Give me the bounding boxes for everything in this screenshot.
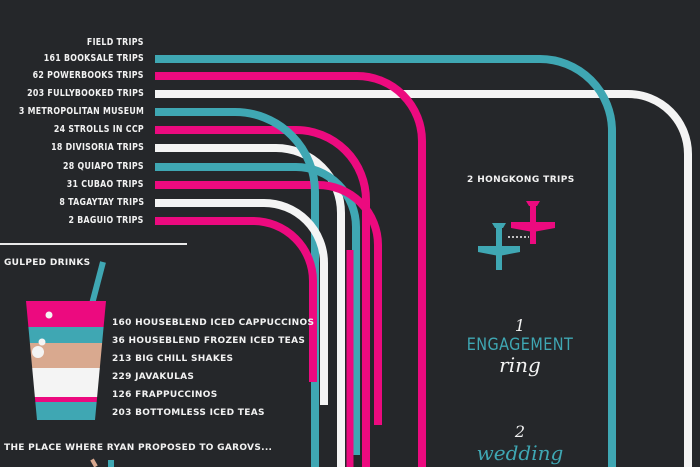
line-metro	[155, 108, 319, 467]
hongkong-label: 2 HONGKONG TRIPS	[467, 175, 575, 185]
engagement-title: ENGAGEMENT	[466, 335, 574, 355]
line-tagaytay	[155, 199, 328, 405]
line-cubao	[155, 181, 382, 425]
trip-label-divisoria: 18 DIVISORIA TRIPS	[50, 142, 144, 153]
drink-label-iced-teas: 203 BOTTOMLESS ICED TEAS	[112, 408, 265, 418]
drinks-heading: GULPED DRINKS	[4, 258, 91, 268]
wedding-title: wedding	[476, 441, 564, 465]
airplane-icon	[478, 201, 555, 270]
line-strolls	[155, 126, 370, 467]
drink-label-shakes: 213 BIG CHILL SHAKES	[112, 354, 234, 364]
engagement-number: 1	[514, 316, 526, 335]
trip-label-powerbooks: 62 POWERBOOKS TRIPS	[32, 70, 144, 81]
line-divisoria	[155, 144, 345, 467]
wedding-number: 2	[514, 422, 526, 441]
line-fullybooked	[155, 90, 692, 467]
line-powerbooks	[155, 72, 426, 467]
trip-label-booksale: 161 BOOKSALE TRIPS	[43, 53, 144, 64]
drink-label-frozen-teas: 36 HOUSEBLEND FROZEN ICED TEAS	[112, 336, 306, 346]
trip-label-fullybooked: 203 FULLYBOOKED TRIPS	[27, 88, 144, 99]
engagement-block: 1 ENGAGEMENT ring	[455, 316, 585, 377]
trip-label-ccp: 24 STROLLS IN CCP	[53, 124, 144, 135]
proposal-figure-icon-2	[108, 460, 114, 467]
trips-heading: FIELD TRIPS	[87, 37, 144, 48]
drink-label-javakulas: 229 JAVAKULAS	[112, 372, 195, 382]
line-booksale	[155, 55, 616, 467]
trip-label-quiapo: 28 QUIAPO TRIPS	[63, 161, 144, 172]
trip-label-tagaytay: 8 TAGAYTAY TRIPS	[59, 197, 144, 208]
trip-label-baguio: 2 BAGUIO TRIPS	[68, 215, 144, 226]
drink-label-frappuccinos: 126 FRAPPUCCINOS	[112, 390, 218, 400]
proposal-caption: THE PLACE WHERE RYAN PROPOSED TO GAROVS.…	[4, 443, 273, 453]
line-baguio	[155, 217, 317, 382]
engagement-subtitle: ring	[499, 353, 541, 377]
trip-label-metropolitan: 3 METROPOLITAN MUSEUM	[18, 106, 144, 117]
cup-icon	[26, 261, 106, 420]
wedding-block: 2 wedding	[455, 422, 585, 465]
section-divider	[0, 243, 187, 245]
trip-label-cubao: 31 CUBAO TRIPS	[67, 179, 144, 190]
drink-label-cappuccinos: 160 HOUSEBLEND ICED CAPPUCCINOS	[112, 318, 315, 328]
